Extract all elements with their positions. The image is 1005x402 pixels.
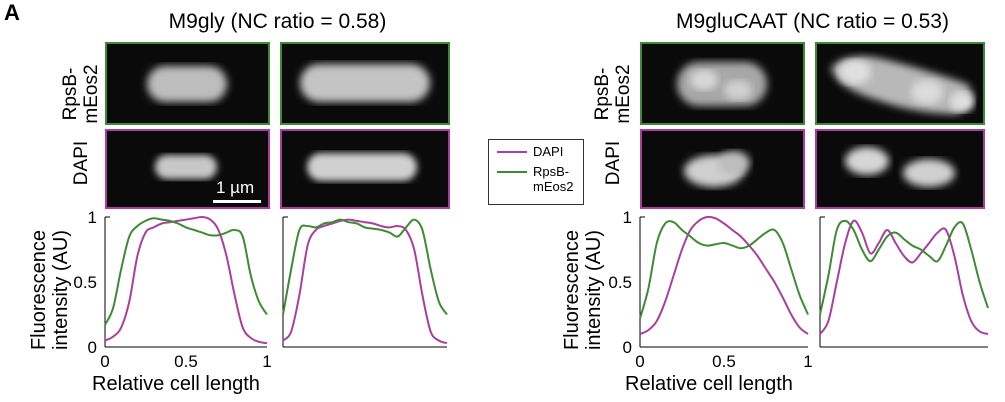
scale-bar-label: 1 µm	[216, 178, 255, 197]
series-line-dapi	[104, 215, 268, 345]
y-tick-label: 0	[88, 338, 97, 357]
dapi-image-m9gly-1	[105, 129, 270, 209]
condition-title-m9glucaat: M9gluCAAT (NC ratio = 0.53)	[676, 10, 949, 33]
series-line-rpsb	[819, 219, 989, 315]
legend-label-line: mEos2	[533, 179, 574, 194]
rpsb-image-m9gly-1	[105, 42, 270, 125]
series-line-rpsb	[104, 217, 268, 326]
panel-letter: A	[4, 0, 20, 25]
x-axis-label-right: Relative cell length	[625, 373, 793, 395]
x-tick-label: 1	[803, 352, 812, 371]
dapi-image-m9gly-2	[280, 129, 450, 209]
dapi-image-m9glucaat-2	[815, 129, 985, 209]
y-tick-label: 1	[88, 208, 97, 227]
x-tick-label: 0.5	[174, 352, 198, 371]
y-tick-label: 0.5	[608, 273, 632, 292]
legend-swatch-rpsb	[497, 171, 527, 173]
series-line-dapi	[819, 219, 989, 335]
x-axis-label-left: Relative cell length	[92, 373, 260, 395]
y-tick-label: 0	[623, 338, 632, 357]
rpsb-image-m9glucaat-1	[640, 42, 805, 125]
condition-title-m9gly: M9gly (NC ratio = 0.58)	[168, 10, 387, 33]
x-tick-label: 0.5	[712, 352, 736, 371]
rpsb-image-m9glucaat-2	[815, 42, 985, 125]
series-line-dapi	[639, 215, 809, 335]
series-line-rpsb	[282, 218, 448, 316]
legend-label-dapi: DAPI	[533, 144, 564, 159]
legend-swatch-dapi	[497, 151, 527, 153]
rpsb-image-m9gly-2	[280, 42, 450, 125]
y-tick-label: 0.5	[73, 273, 97, 292]
x-tick-label: 0	[635, 352, 644, 371]
legend-label-rpsb: RpsB- mEos2	[533, 164, 573, 194]
legend-label-line: RpsB-	[533, 164, 570, 179]
series-line-dapi	[282, 218, 448, 345]
y-tick-label: 1	[623, 208, 632, 227]
scale-bar	[213, 200, 261, 203]
x-tick-label: 0	[100, 352, 109, 371]
dapi-image-m9glucaat-1	[640, 129, 805, 209]
legend: DAPI RpsB- mEos2	[488, 139, 584, 205]
x-tick-label: 1	[262, 352, 271, 371]
series-line-rpsb	[639, 220, 809, 319]
